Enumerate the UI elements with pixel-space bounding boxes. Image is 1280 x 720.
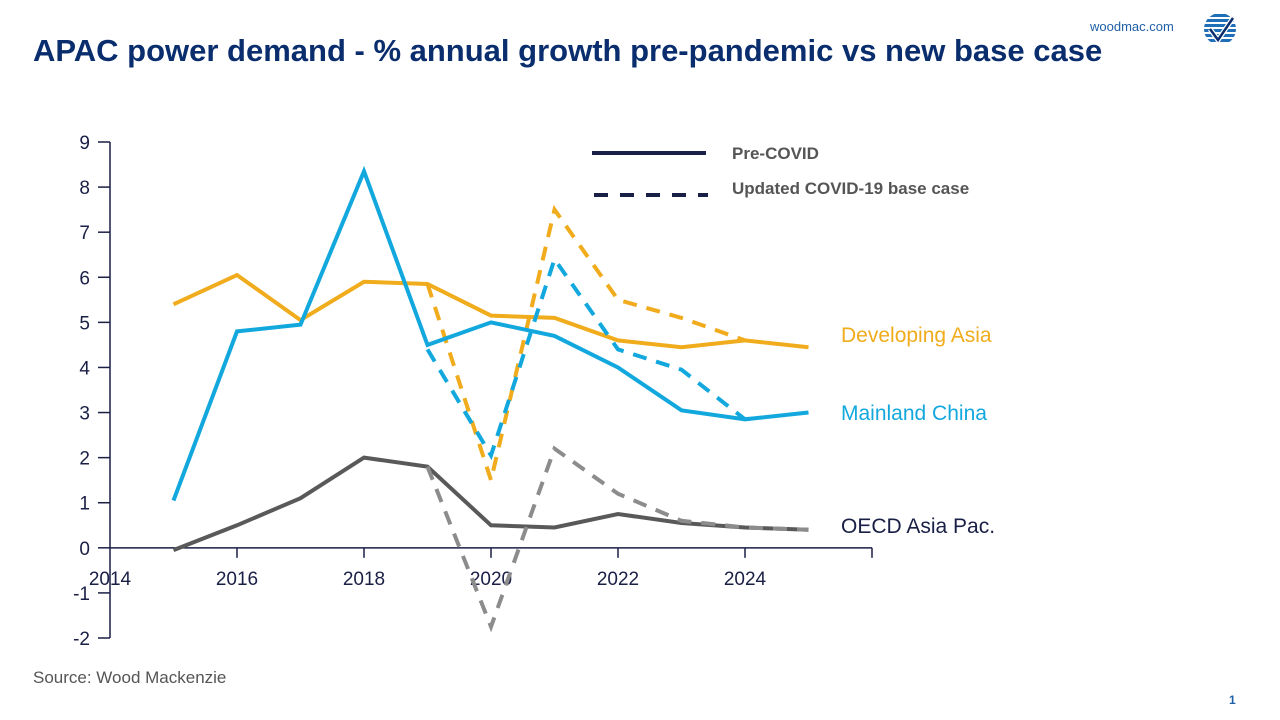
series-line-oecd-asia-pac-updated — [425, 445, 809, 633]
page-title: APAC power demand - % annual growth pre-… — [33, 33, 1103, 68]
series-layer — [171, 165, 809, 633]
x-tick-label: 2014 — [89, 569, 132, 590]
x-tick-label: 2020 — [470, 569, 512, 590]
x-tick-label: 2022 — [597, 569, 639, 590]
series-labels: Developing Asia Mainland China OECD Asia… — [841, 324, 995, 538]
series-line-oecd-asia-pac-pre-covid — [172, 455, 809, 552]
legend-label-updated: Updated COVID-19 base case — [732, 179, 969, 198]
x-tick-label: 2024 — [724, 569, 767, 590]
y-tick-label: 8 — [79, 178, 90, 199]
series-label-mainland-china: Mainland China — [841, 402, 987, 425]
y-tick-label: 6 — [79, 268, 90, 289]
website-link[interactable]: woodmac.com — [1090, 19, 1174, 34]
source-note: Source: Wood Mackenzie — [33, 668, 227, 687]
page-number: 1 — [1229, 693, 1236, 707]
series-line-mainland-china-updated — [425, 254, 747, 461]
x-tick-label: 2018 — [343, 569, 385, 590]
y-tick-label: 0 — [79, 539, 90, 560]
woodmac-logo-icon — [1204, 13, 1236, 45]
axes: 9 8 7 6 5 4 3 2 1 0 -1 -2 2014 2016 2018 2020 2022 2024 — [73, 133, 873, 650]
y-tick-label: 5 — [79, 313, 90, 334]
y-tick-label: 1 — [79, 494, 90, 515]
y-tick-label: 4 — [79, 358, 90, 379]
y-tick-label: -1 — [73, 584, 90, 605]
series-line-developing-asia-pre-covid — [172, 272, 809, 350]
legend: Pre-COVID Updated COVID-19 base case — [592, 144, 969, 198]
y-tick-label: 7 — [79, 223, 90, 244]
series-label-oecd-asia-pac: OECD Asia Pac. — [841, 515, 995, 538]
y-tick-label: 9 — [79, 133, 90, 154]
y-tick-label: -2 — [73, 629, 90, 650]
series-label-developing-asia: Developing Asia — [841, 324, 992, 347]
legend-label-pre-covid: Pre-COVID — [732, 144, 819, 163]
y-tick-label: 3 — [79, 404, 90, 425]
series-line-developing-asia-updated — [425, 204, 746, 488]
y-tick-label: 2 — [79, 449, 90, 470]
x-tick-label: 2016 — [216, 569, 258, 590]
